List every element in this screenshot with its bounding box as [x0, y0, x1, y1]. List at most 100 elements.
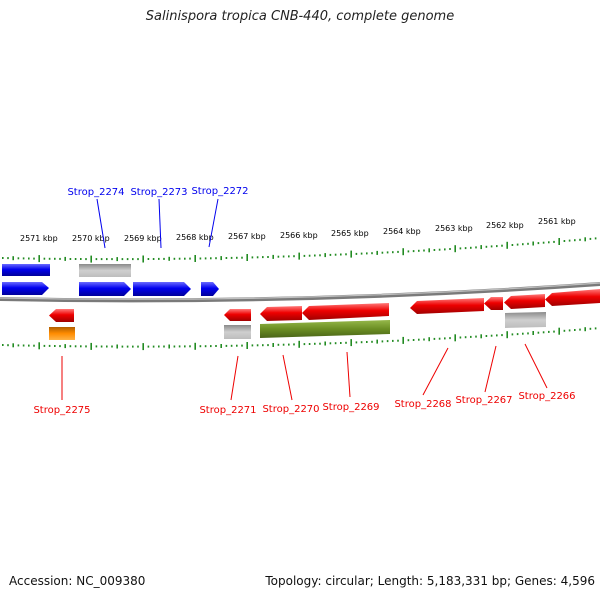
gene-arrow-strop-2272: [201, 282, 219, 296]
tick-mark-bottom: [194, 342, 196, 350]
plus-strand-features: [2, 264, 219, 296]
tick-mark-bottom: [95, 345, 98, 348]
tick-mark-bottom: [407, 339, 410, 342]
tick-mark-bottom: [475, 335, 477, 338]
tick-mark-bottom: [428, 337, 430, 342]
tick-mark-bottom: [189, 345, 191, 348]
gene-label-strop-2271: Strop_2271: [199, 405, 256, 416]
tick-mark-top: [59, 257, 61, 260]
tick-mark-bottom: [38, 342, 40, 350]
tick-mark-bottom: [334, 342, 337, 345]
tick-mark-top: [163, 257, 165, 260]
tick-mark-top: [220, 256, 222, 261]
tick-mark-top: [527, 242, 529, 245]
tick-mark-top: [43, 257, 46, 260]
tick-mark-bottom: [303, 343, 306, 346]
tick-mark-top: [69, 258, 72, 260]
tick-mark-bottom: [152, 345, 155, 348]
tick-mark-top: [568, 239, 571, 242]
tick-mark-bottom: [511, 333, 514, 336]
tick-mark-bottom: [558, 327, 560, 335]
tick-mark-top: [230, 256, 233, 259]
tick-mark-bottom: [355, 341, 358, 344]
tick-mark-bottom: [527, 332, 529, 335]
tick-mark-bottom: [69, 345, 72, 348]
tick-mark-bottom: [17, 344, 20, 347]
tick-mark-bottom: [147, 345, 150, 348]
leader-line-2274: [96, 198, 106, 249]
leader-line-2268: [422, 347, 449, 396]
scale-label: 2565 kbp: [331, 229, 369, 238]
tick-mark-top: [12, 256, 14, 261]
tick-mark-top: [173, 257, 176, 260]
tick-mark-bottom: [7, 344, 9, 347]
tick-mark-top: [215, 257, 217, 260]
tick-mark-bottom: [184, 345, 186, 348]
tick-mark-top: [475, 246, 477, 249]
tick-mark-top: [256, 256, 259, 259]
tick-mark-bottom: [433, 337, 436, 340]
tick-mark-bottom: [210, 345, 212, 348]
tick-mark-top: [22, 257, 25, 260]
tick-mark-top: [402, 248, 404, 256]
tick-mark-bottom: [589, 327, 592, 330]
tick-mark-bottom: [454, 334, 456, 342]
leader-line-2266: [524, 343, 548, 389]
tick-mark-bottom: [522, 332, 524, 335]
leader-line-2267: [484, 345, 497, 393]
tick-mark-bottom: [126, 345, 129, 348]
leader-line-2272: [208, 198, 219, 248]
gene-arrow-strop-2274: [79, 282, 131, 296]
tick-mark-bottom: [366, 341, 368, 343]
gene-label-strop-2274: Strop_2274: [67, 187, 124, 198]
tick-mark-top: [594, 237, 597, 240]
tick-mark-bottom: [111, 345, 113, 348]
tick-mark-top: [444, 248, 446, 251]
tick-mark-bottom: [308, 343, 311, 345]
tick-mark-top: [28, 257, 30, 260]
gene-label-strop-2268: Strop_2268: [394, 399, 451, 410]
tick-mark-top: [152, 258, 155, 260]
tick-mark-top: [210, 257, 212, 260]
tick-mark-top: [542, 241, 545, 244]
tick-mark-top: [267, 256, 269, 258]
minus-strand-features: [49, 289, 600, 340]
scale-label: 2562 kbp: [486, 221, 524, 230]
tick-mark-bottom: [288, 343, 290, 346]
tick-mark-top: [340, 253, 342, 256]
tick-mark-top: [17, 257, 20, 260]
tick-mark-top: [251, 256, 254, 259]
tick-mark-bottom: [563, 329, 566, 332]
gene-label-strop-2269: Strop_2269: [322, 402, 379, 413]
tick-mark-top: [511, 244, 514, 246]
tick-mark-top: [189, 257, 191, 260]
tick-mark-bottom: [43, 344, 46, 347]
tick-mark-bottom: [132, 345, 134, 348]
gene-label-strop-2272: Strop_2272: [191, 186, 248, 197]
tick-mark-top: [194, 255, 196, 262]
tick-mark-bottom: [230, 344, 233, 347]
tick-mark-bottom: [371, 340, 373, 343]
scale-label: 2568 kbp: [176, 233, 214, 242]
tick-mark-top: [350, 250, 352, 258]
tick-mark-bottom: [392, 339, 394, 342]
tick-mark-bottom: [412, 339, 415, 341]
tick-mark-top: [428, 248, 430, 253]
tick-mark-top: [324, 253, 326, 258]
tick-mark-top: [116, 257, 118, 262]
tick-mark-bottom: [496, 334, 498, 337]
tick-mark-top: [548, 241, 550, 244]
scale-label: 2571 kbp: [20, 234, 58, 243]
tick-mark-top: [184, 257, 186, 260]
tick-mark-top: [496, 245, 498, 248]
gene-arrow-strop-2267: [484, 297, 503, 310]
tick-mark-bottom: [350, 339, 352, 347]
tick-mark-bottom: [256, 344, 259, 347]
tick-mark-bottom: [204, 345, 207, 348]
feature-bar-left-top: [2, 264, 50, 276]
gray-feature-2274: [79, 264, 131, 277]
tick-mark-top: [64, 256, 66, 261]
tick-mark-bottom: [397, 339, 399, 342]
map-title: Salinispora tropica CNB-440, complete ge…: [145, 9, 455, 24]
